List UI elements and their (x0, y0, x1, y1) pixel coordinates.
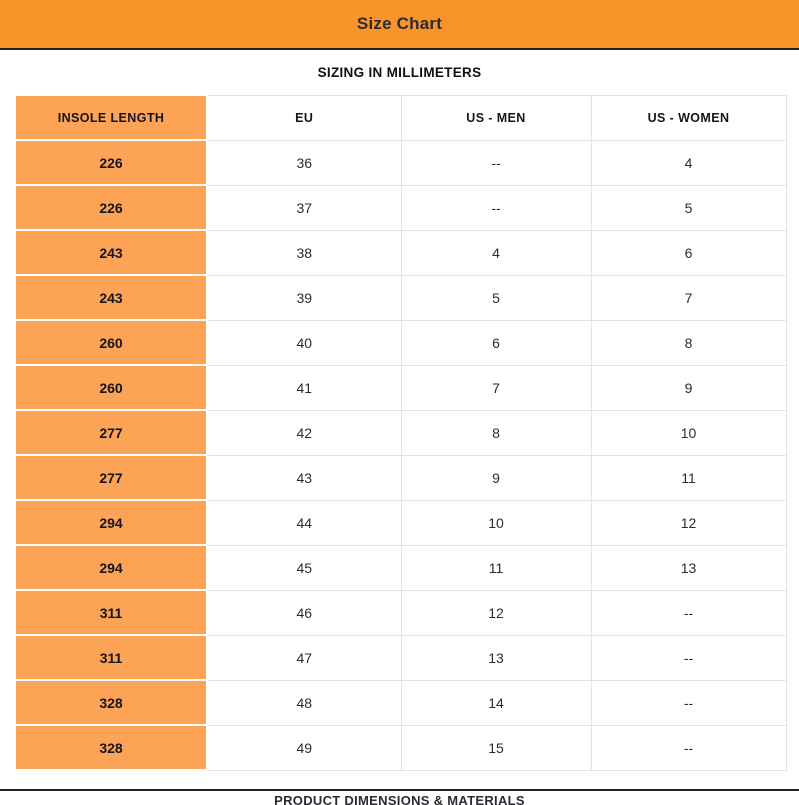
cell-us-men: 10 (400, 499, 592, 546)
cell-us-men: 7 (400, 364, 592, 411)
cell-us-men: 9 (400, 454, 592, 501)
table-row: 260 41 7 9 (14, 364, 787, 411)
cell-us-women: 10 (590, 409, 787, 456)
table-row: 328 48 14 -- (14, 679, 787, 726)
cell-us-women: -- (590, 634, 787, 681)
cell-insole: 243 (14, 274, 208, 321)
cell-us-women: 11 (590, 454, 787, 501)
cell-us-men: 4 (400, 229, 592, 276)
cell-eu: 40 (206, 319, 402, 366)
table-row: 311 47 13 -- (14, 634, 787, 681)
cell-us-men: 13 (400, 634, 592, 681)
cell-us-women: 9 (590, 364, 787, 411)
cell-us-men: 8 (400, 409, 592, 456)
cell-us-women: -- (590, 589, 787, 636)
cell-eu: 41 (206, 364, 402, 411)
table-row: 277 42 8 10 (14, 409, 787, 456)
sizing-units-label: SIZING IN MILLIMETERS (317, 64, 482, 80)
column-header-eu: EU (206, 94, 402, 141)
cell-eu: 44 (206, 499, 402, 546)
column-header-us-men: US - MEN (400, 94, 592, 141)
page-title: Size Chart (356, 14, 443, 33)
cell-eu: 49 (206, 724, 402, 771)
size-chart-table: INSOLE LENGTH EU US - MEN US - WOMEN 226 36-… (14, 94, 787, 771)
cell-insole: 243 (14, 229, 208, 276)
cell-us-women: 8 (590, 319, 787, 366)
size-chart-banner: Size Chart (0, 0, 799, 50)
table-row: 277 43 9 11 (14, 454, 787, 501)
cell-insole: 226 (14, 139, 208, 186)
cell-us-men: -- (400, 139, 592, 186)
cell-us-men: 14 (400, 679, 592, 726)
table-row: 294 45 11 13 (14, 544, 787, 591)
cell-eu: 39 (206, 274, 402, 321)
cell-us-men: -- (400, 184, 592, 231)
cell-eu: 48 (206, 679, 402, 726)
cell-eu: 37 (206, 184, 402, 231)
table-row: 294 44 10 12 (14, 499, 787, 546)
cell-us-women: 13 (590, 544, 787, 591)
table-header-row: INSOLE LENGTH EU US - MEN US - WOMEN (14, 94, 787, 141)
column-header-us-women: US - WOMEN (590, 94, 787, 141)
cell-us-men: 6 (400, 319, 592, 366)
cell-eu: 47 (206, 634, 402, 681)
subtitle-container: SIZING IN MILLIMETERS (0, 50, 799, 94)
cell-insole: 328 (14, 679, 208, 726)
cell-insole: 311 (14, 589, 208, 636)
table-row: 260 40 6 8 (14, 319, 787, 366)
cell-us-women: 5 (590, 184, 787, 231)
table-row: 243 38 4 6 (14, 229, 787, 276)
column-header-insole: INSOLE LENGTH (14, 94, 208, 141)
cell-eu: 46 (206, 589, 402, 636)
table-row: 243 39 5 7 (14, 274, 787, 321)
table-body: 226 36 -- 4 226 37 -- 5 243 38 4 6 243 39 5 7 260 40 6 8 260… (14, 139, 787, 771)
cell-us-women: 7 (590, 274, 787, 321)
cell-eu: 42 (206, 409, 402, 456)
cell-insole: 260 (14, 364, 208, 411)
cell-insole: 311 (14, 634, 208, 681)
cell-us-women: -- (590, 724, 787, 771)
cell-eu: 36 (206, 139, 402, 186)
cell-insole: 328 (14, 724, 208, 771)
clipped-footer-text: PRODUCT DIMENSIONS & MATERIALS (274, 793, 525, 805)
cell-eu: 38 (206, 229, 402, 276)
cell-eu: 43 (206, 454, 402, 501)
cell-us-men: 12 (400, 589, 592, 636)
cell-insole: 226 (14, 184, 208, 231)
cell-us-women: -- (590, 679, 787, 726)
table-row: 328 49 15 -- (14, 724, 787, 771)
cell-insole: 294 (14, 499, 208, 546)
cell-insole: 277 (14, 409, 208, 456)
cell-us-men: 15 (400, 724, 592, 771)
cell-insole: 260 (14, 319, 208, 366)
cell-us-women: 4 (590, 139, 787, 186)
cell-us-women: 12 (590, 499, 787, 546)
clipped-footer-section: PRODUCT DIMENSIONS & MATERIALS (0, 789, 799, 805)
cell-us-men: 5 (400, 274, 592, 321)
cell-eu: 45 (206, 544, 402, 591)
size-chart-table-container: INSOLE LENGTH EU US - MEN US - WOMEN 226 36-… (0, 94, 799, 771)
cell-insole: 277 (14, 454, 208, 501)
table-row: 226 37 -- 5 (14, 184, 787, 231)
cell-us-men: 11 (400, 544, 592, 591)
table-row: 226 36 -- 4 (14, 139, 787, 186)
cell-us-women: 6 (590, 229, 787, 276)
cell-insole: 294 (14, 544, 208, 591)
table-header: INSOLE LENGTH EU US - MEN US - WOMEN (14, 94, 787, 141)
table-row: 311 46 12 -- (14, 589, 787, 636)
